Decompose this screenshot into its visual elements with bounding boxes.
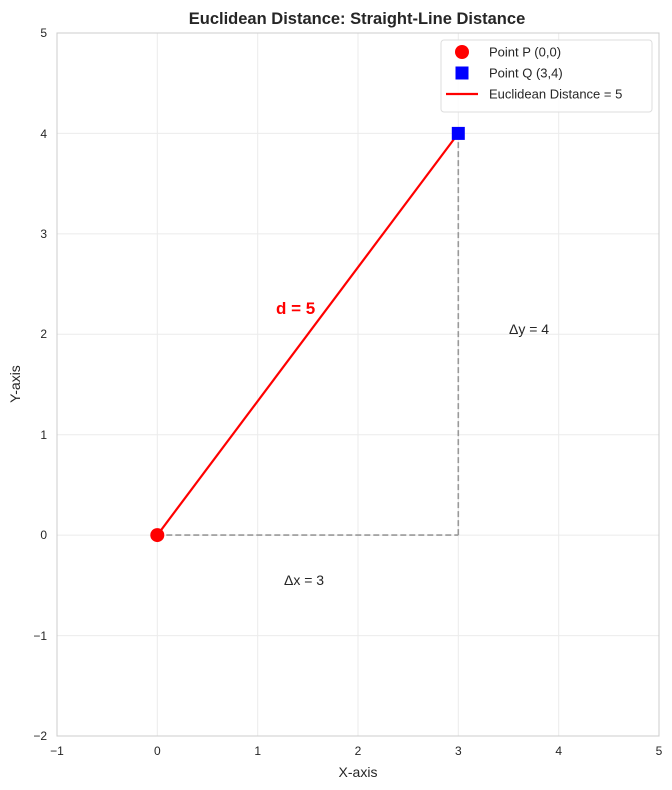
distance-annotation: d = 5 xyxy=(276,299,315,318)
grid xyxy=(57,33,659,736)
legend-point-q-icon xyxy=(455,66,469,80)
chart-title: Euclidean Distance: Straight-Line Distan… xyxy=(189,10,526,28)
svg-text:2: 2 xyxy=(355,744,362,758)
y-axis-label: Y-axis xyxy=(7,365,23,403)
euclidean-distance-line xyxy=(156,132,460,536)
delta-y-annotation: Δy = 4 xyxy=(509,321,549,337)
x-tick-labels: −1 0 1 2 3 4 5 xyxy=(50,744,663,758)
svg-text:0: 0 xyxy=(40,528,47,542)
svg-text:−1: −1 xyxy=(33,629,47,643)
delta-x-annotation: Δx = 3 xyxy=(284,572,324,588)
svg-text:0: 0 xyxy=(154,744,161,758)
svg-text:3: 3 xyxy=(40,227,47,241)
svg-text:2: 2 xyxy=(40,327,47,341)
legend-item-point-q: Point Q (3,4) xyxy=(489,66,563,81)
legend: Point P (0,0) Point Q (3,4) Euclidean Di… xyxy=(440,39,653,113)
point-p-marker xyxy=(150,528,165,543)
legend-item-point-p: Point P (0,0) xyxy=(489,45,561,60)
svg-text:−2: −2 xyxy=(33,729,47,743)
svg-text:1: 1 xyxy=(40,428,47,442)
plot-frame xyxy=(56,32,660,737)
svg-text:4: 4 xyxy=(555,744,562,758)
legend-item-distance: Euclidean Distance = 5 xyxy=(489,87,622,102)
svg-text:3: 3 xyxy=(455,744,462,758)
svg-text:1: 1 xyxy=(254,744,261,758)
y-tick-labels: −2 −1 0 1 2 3 4 5 xyxy=(33,26,47,743)
point-q-marker xyxy=(451,126,465,140)
svg-text:5: 5 xyxy=(656,744,663,758)
x-axis-label: X-axis xyxy=(339,764,378,780)
svg-text:−1: −1 xyxy=(50,744,64,758)
svg-text:4: 4 xyxy=(40,127,47,141)
legend-point-p-icon xyxy=(455,45,469,59)
svg-text:5: 5 xyxy=(40,26,47,40)
